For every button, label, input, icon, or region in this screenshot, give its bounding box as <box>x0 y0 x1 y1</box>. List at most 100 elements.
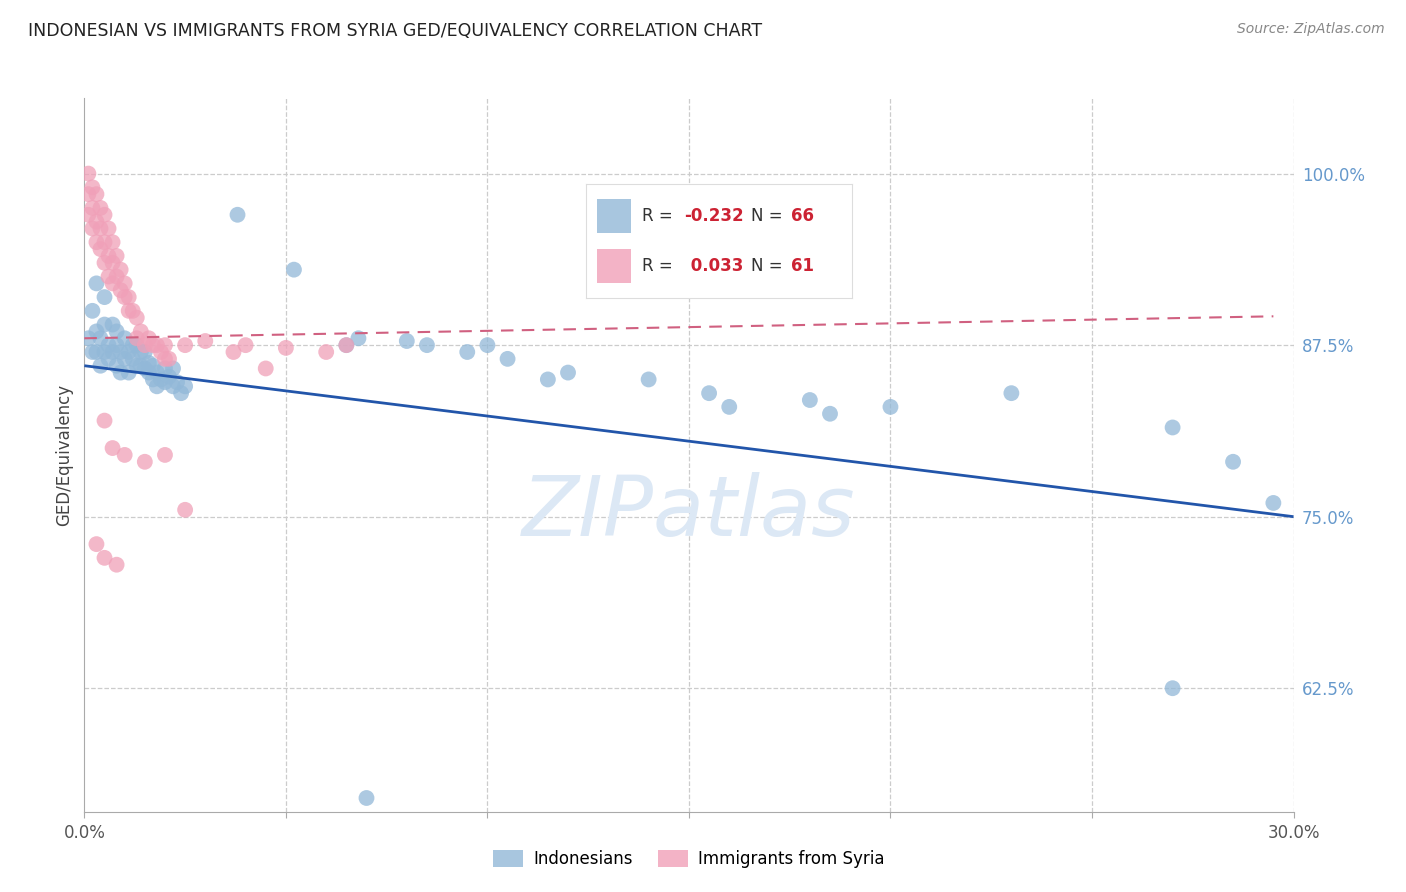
Point <box>142 359 165 373</box>
Point <box>153 361 176 376</box>
Text: N =: N = <box>751 257 787 275</box>
Point <box>77 331 100 345</box>
Point <box>118 303 141 318</box>
Point <box>86 187 108 202</box>
Point <box>93 256 115 270</box>
Point <box>134 345 156 359</box>
Point <box>153 338 176 352</box>
Point <box>105 338 128 352</box>
Point <box>557 366 579 380</box>
Point <box>97 338 120 352</box>
Point <box>149 345 172 359</box>
Point <box>101 256 124 270</box>
Text: N =: N = <box>751 207 787 225</box>
Point <box>82 221 104 235</box>
Point <box>142 338 165 352</box>
Point <box>697 386 720 401</box>
Point <box>134 455 156 469</box>
Bar <box>596 249 631 283</box>
Point <box>101 441 124 455</box>
Point <box>110 283 132 297</box>
Point <box>82 345 104 359</box>
Point <box>174 379 197 393</box>
Text: 61: 61 <box>792 257 814 275</box>
Point <box>356 791 378 805</box>
Point <box>121 338 143 352</box>
Point <box>125 338 148 352</box>
Point <box>153 351 176 366</box>
Text: R =: R = <box>643 207 678 225</box>
Point <box>114 277 136 291</box>
Point <box>101 277 124 291</box>
Point <box>105 558 128 572</box>
Point <box>118 290 141 304</box>
Point <box>718 400 741 414</box>
Point <box>335 338 357 352</box>
Point <box>146 379 169 393</box>
Point <box>77 187 100 202</box>
Point <box>101 345 124 359</box>
Point <box>129 325 152 339</box>
Point <box>222 345 245 359</box>
Point <box>157 351 180 366</box>
Point <box>315 345 337 359</box>
Point <box>283 262 305 277</box>
Point <box>105 269 128 284</box>
Point <box>879 400 901 414</box>
Point <box>89 221 111 235</box>
Text: -0.232: -0.232 <box>685 207 744 225</box>
Point <box>496 351 519 366</box>
Point <box>153 375 176 389</box>
Y-axis label: GED/Equivalency: GED/Equivalency <box>55 384 73 526</box>
Point <box>226 208 249 222</box>
Point <box>114 331 136 345</box>
Point <box>1222 455 1244 469</box>
Point <box>456 345 478 359</box>
Point <box>254 361 277 376</box>
Text: 0.033: 0.033 <box>685 257 742 275</box>
Point <box>82 180 104 194</box>
Point <box>86 214 108 228</box>
Point <box>1000 386 1022 401</box>
Point <box>97 221 120 235</box>
Point <box>174 503 197 517</box>
Point <box>82 201 104 215</box>
Point <box>118 345 141 359</box>
Point <box>170 386 193 401</box>
Point <box>89 331 111 345</box>
Point <box>97 269 120 284</box>
Point <box>77 167 100 181</box>
Point <box>105 249 128 263</box>
Point <box>118 366 141 380</box>
Point <box>537 372 560 386</box>
Point <box>101 318 124 332</box>
Point <box>89 201 111 215</box>
Text: INDONESIAN VS IMMIGRANTS FROM SYRIA GED/EQUIVALENCY CORRELATION CHART: INDONESIAN VS IMMIGRANTS FROM SYRIA GED/… <box>28 22 762 40</box>
Point <box>162 361 184 376</box>
Point <box>77 208 100 222</box>
Point <box>818 407 841 421</box>
Point <box>93 550 115 565</box>
Point <box>162 379 184 393</box>
Point <box>335 338 357 352</box>
Point <box>477 338 499 352</box>
Point <box>138 366 160 380</box>
Point <box>1161 420 1184 434</box>
Point <box>89 242 111 256</box>
Point <box>134 338 156 352</box>
Point <box>97 249 120 263</box>
Bar <box>596 199 631 233</box>
Point <box>110 345 132 359</box>
Point <box>274 341 297 355</box>
Point <box>347 331 370 345</box>
Text: 66: 66 <box>792 207 814 225</box>
Point <box>101 235 124 250</box>
Point <box>89 359 111 373</box>
Point <box>134 361 156 376</box>
Point <box>235 338 257 352</box>
Point <box>153 448 176 462</box>
Point <box>395 334 418 348</box>
Point <box>149 372 172 386</box>
Point <box>194 334 217 348</box>
Point <box>97 351 120 366</box>
